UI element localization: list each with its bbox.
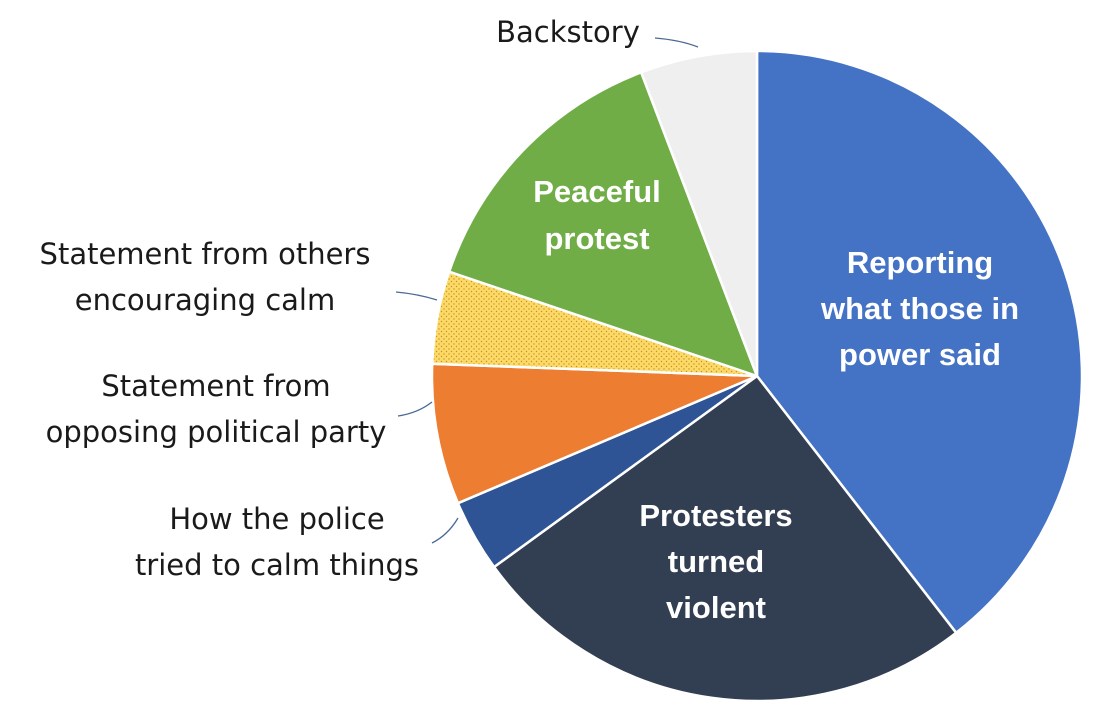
leader-line-statement-from-others-encouraging-calm [395,291,438,301]
pie-slices [430,49,1084,703]
label-line: Protesters [639,498,792,533]
label-line: Reporting [847,245,993,280]
label-protesters-turned-violent: Protesters turned violent [639,498,792,625]
leader-line-how-the-police-tried-to-calm-things [431,517,459,544]
slice-labels: Reporting what those in power said Proteste… [40,15,1019,625]
label-line: Statement from others [40,237,371,271]
label-line: encouraging calm [75,283,335,317]
leader-line-backstory [654,37,699,48]
label-statement-from-opposing-political-party: Statement from opposing political party [46,369,387,449]
label-line: violent [666,590,766,625]
label-line: Backstory [496,15,640,49]
label-line: Statement from [101,369,330,403]
slice-peaceful-protest [447,70,760,379]
label-line: turned [668,544,764,579]
slice-reporting-what-those-in-power-said [755,49,1084,635]
label-line: tried to calm things [135,548,419,582]
label-how-the-police-tried-to-calm-things: How the police tried to calm things [135,502,419,582]
label-line: power said [839,337,1001,372]
leader-line-statement-from-opposing-political-party [397,401,433,417]
label-reporting-what-those-in-power-said: Reporting what those in power said [820,245,1019,372]
label-line: what those in [820,291,1019,326]
label-line: protest [544,221,649,256]
label-line: Peaceful [533,174,661,209]
label-backstory: Backstory [496,15,640,49]
slice-backstory [639,49,759,377]
leader-lines [395,37,699,544]
label-line: How the police [169,502,384,536]
label-peaceful-protest: Peaceful protest [533,174,661,256]
label-statement-from-others-encouraging-calm: Statement from others encouraging calm [40,237,371,317]
slice-protesters-turned-violent [492,374,958,703]
slice-statement-from-opposing-political-party [430,362,758,505]
label-line: opposing political party [46,415,387,449]
